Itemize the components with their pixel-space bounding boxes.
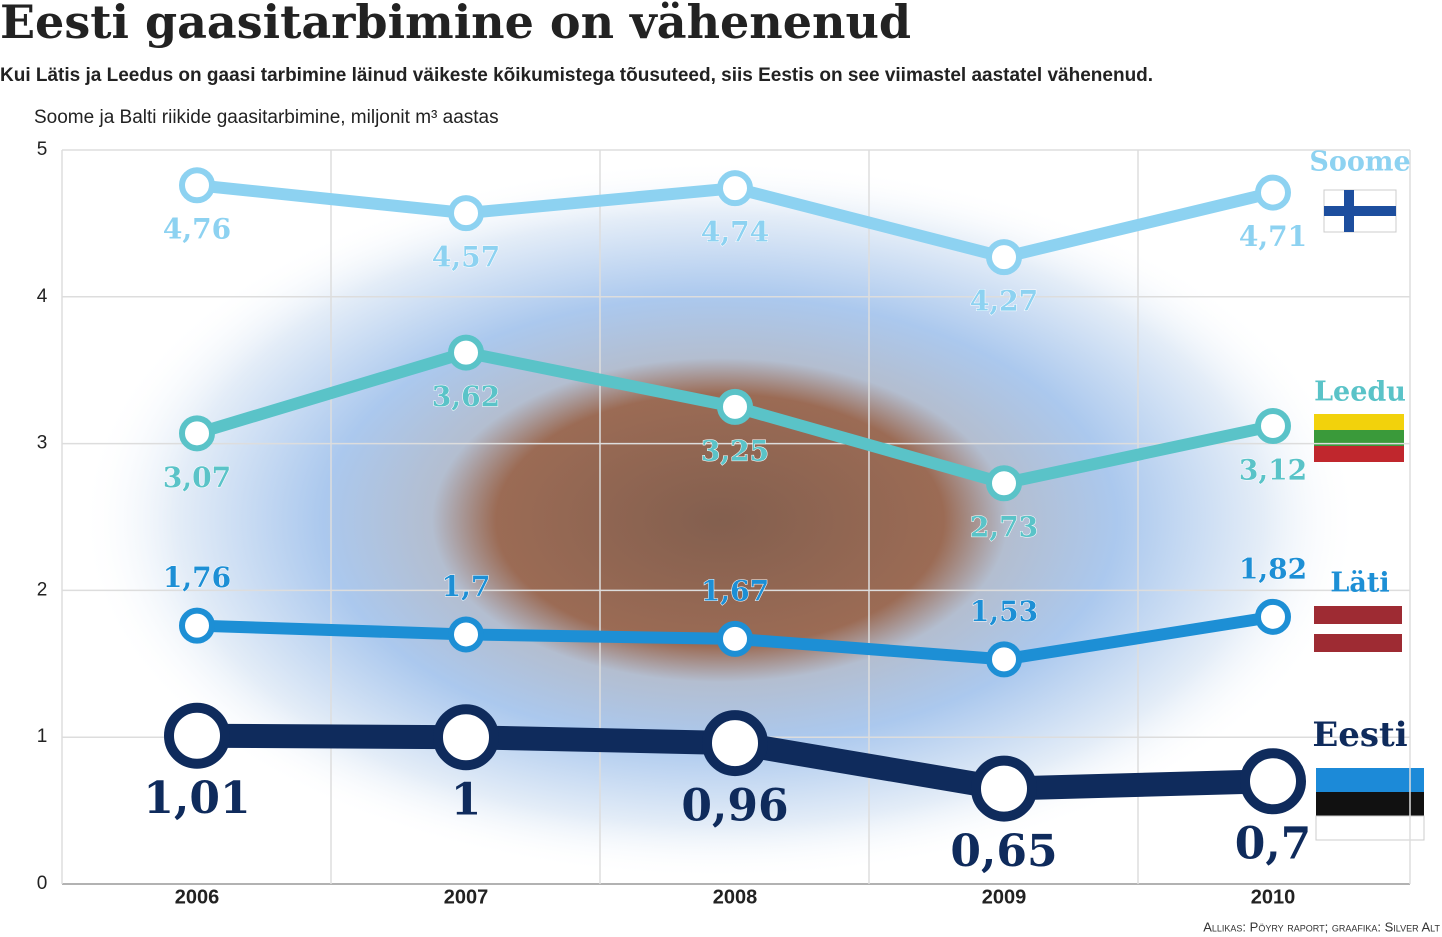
y-tick-label: 5 — [37, 139, 48, 160]
data-label: 1,01 — [143, 773, 250, 824]
data-label: 4,71 — [1239, 220, 1307, 253]
chart-title: Eesti gaasitarbimine on vähenenud — [0, 0, 911, 49]
legend-label: Leedu — [1314, 377, 1406, 408]
data-label: 1,7 — [442, 570, 491, 603]
y-tick-label: 3 — [37, 433, 48, 454]
y-axis-label: Soome ja Balti riikide gaasitarbimine, m… — [34, 107, 499, 128]
x-tick-label: 2006 — [175, 886, 220, 908]
data-label: 3,07 — [163, 461, 231, 494]
point-marker — [986, 641, 1022, 678]
data-label: 0,7 — [1235, 819, 1312, 870]
data-label: 1,76 — [163, 561, 231, 594]
y-tick-label: 0 — [37, 873, 48, 894]
data-label: 1 — [451, 775, 482, 826]
background-photo — [80, 160, 1360, 880]
point-marker — [433, 704, 499, 771]
point-marker — [164, 702, 230, 769]
legend-label: Läti — [1330, 568, 1389, 599]
point-marker — [717, 388, 753, 425]
point-marker — [717, 170, 753, 207]
point-marker — [448, 195, 484, 232]
flag-lithuania — [1314, 414, 1404, 462]
flag-finland — [1323, 189, 1397, 233]
x-tick-label: 2008 — [713, 886, 758, 908]
data-label: 4,57 — [432, 241, 500, 274]
point-marker — [179, 607, 215, 644]
point-marker — [1255, 407, 1291, 444]
point-marker — [971, 755, 1037, 822]
data-label: 1,82 — [1239, 552, 1307, 585]
point-marker — [986, 465, 1022, 502]
data-label: 3,12 — [1239, 453, 1307, 486]
flag-latvia — [1314, 606, 1402, 652]
point-marker — [179, 415, 215, 452]
data-label: 4,76 — [163, 213, 231, 246]
point-marker — [1255, 174, 1291, 211]
data-label: 0,65 — [950, 826, 1057, 877]
data-label: 3,25 — [701, 434, 769, 467]
y-tick-label: 1 — [37, 726, 48, 747]
y-tick-label: 4 — [37, 286, 48, 307]
x-tick-label: 2007 — [444, 886, 489, 908]
data-label: 1,53 — [970, 595, 1038, 628]
flags — [1314, 189, 1425, 841]
point-marker — [179, 167, 215, 204]
data-label: 1,67 — [701, 574, 769, 607]
point-marker — [702, 710, 768, 777]
data-label: 0,96 — [681, 781, 788, 832]
y-tick-label: 2 — [37, 579, 48, 600]
legend-label: Eesti — [1312, 715, 1407, 755]
data-label: 2,73 — [970, 511, 1038, 544]
point-marker — [448, 334, 484, 371]
point-marker — [986, 239, 1022, 276]
x-tick-label: 2009 — [982, 886, 1027, 908]
flag-estonia — [1315, 768, 1425, 841]
data-label: 3,62 — [432, 380, 500, 413]
source: Allikas: Pöyry raport; graafika: Silver … — [1203, 919, 1440, 934]
data-label: 4,27 — [970, 285, 1038, 318]
chart-subtitle: Kui Lätis ja Leedus on gaasi tarbimine l… — [0, 65, 1153, 86]
point-marker — [1255, 598, 1291, 635]
x-tick-label: 2010 — [1251, 886, 1296, 908]
point-marker — [448, 616, 484, 653]
data-label: 4,74 — [701, 216, 769, 249]
point-marker — [717, 620, 753, 657]
legend-label: Soome — [1309, 147, 1410, 178]
point-marker — [1240, 748, 1306, 815]
